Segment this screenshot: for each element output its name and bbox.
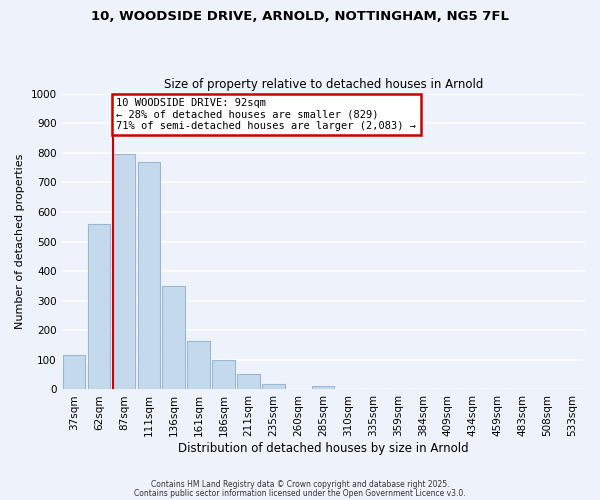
Bar bbox=[212, 360, 235, 390]
Bar bbox=[113, 154, 135, 390]
Bar bbox=[312, 386, 334, 390]
Bar bbox=[163, 286, 185, 390]
Text: 10, WOODSIDE DRIVE, ARNOLD, NOTTINGHAM, NG5 7FL: 10, WOODSIDE DRIVE, ARNOLD, NOTTINGHAM, … bbox=[91, 10, 509, 23]
Bar bbox=[88, 224, 110, 390]
X-axis label: Distribution of detached houses by size in Arnold: Distribution of detached houses by size … bbox=[178, 442, 469, 455]
Bar bbox=[237, 374, 260, 390]
Bar bbox=[187, 340, 210, 390]
Bar bbox=[137, 162, 160, 390]
Text: Contains public sector information licensed under the Open Government Licence v3: Contains public sector information licen… bbox=[134, 489, 466, 498]
Bar bbox=[63, 356, 85, 390]
Title: Size of property relative to detached houses in Arnold: Size of property relative to detached ho… bbox=[164, 78, 483, 91]
Text: Contains HM Land Registry data © Crown copyright and database right 2025.: Contains HM Land Registry data © Crown c… bbox=[151, 480, 449, 489]
Y-axis label: Number of detached properties: Number of detached properties bbox=[15, 154, 25, 329]
Text: 10 WOODSIDE DRIVE: 92sqm
← 28% of detached houses are smaller (829)
71% of semi-: 10 WOODSIDE DRIVE: 92sqm ← 28% of detach… bbox=[116, 98, 416, 131]
Bar bbox=[262, 384, 284, 390]
